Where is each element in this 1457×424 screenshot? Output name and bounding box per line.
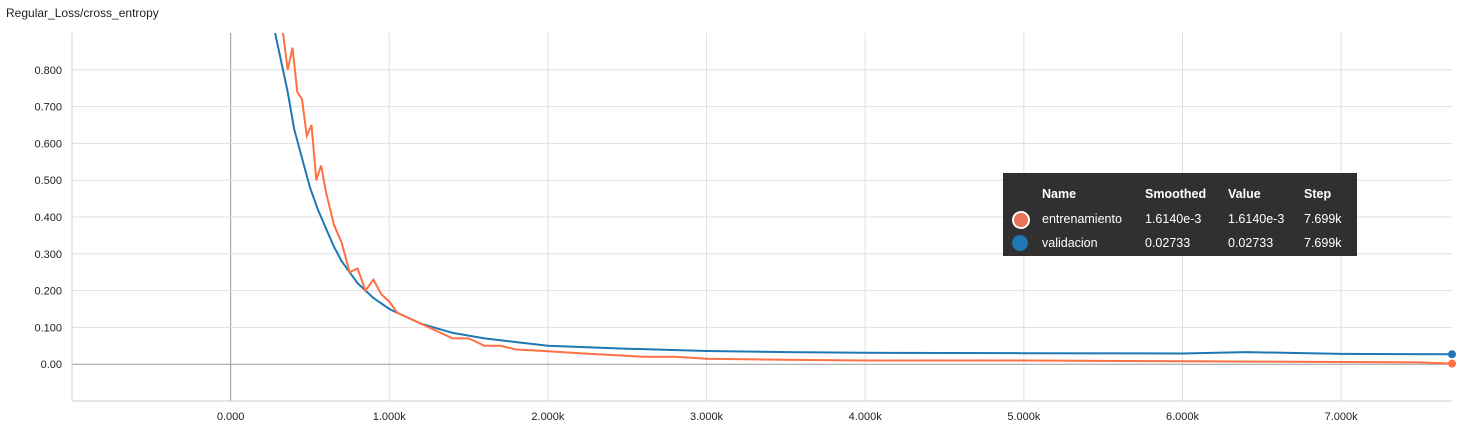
x-tick-label: 0.000 — [217, 411, 245, 423]
y-tick-label: 0.200 — [34, 286, 62, 298]
tooltip-header-smoothed: Smoothed — [1145, 187, 1207, 201]
series-color-dot — [1012, 211, 1030, 229]
y-tick-label: 0.700 — [34, 102, 62, 114]
y-tick-label: 0.300 — [34, 249, 62, 261]
tooltip-row-name: validacion — [1042, 236, 1098, 250]
tooltip-header-step: Step — [1304, 187, 1332, 201]
tooltip-row-value: 0.02733 — [1228, 236, 1274, 250]
tooltip-row-value: 1.6140e-3 — [1228, 212, 1285, 226]
x-tick-label: 3.000k — [690, 411, 724, 423]
chart-title: Regular_Loss/cross_entropy — [6, 6, 159, 20]
series-line-entrenamiento — [282, 32, 1453, 365]
tick-labels: 0.000 1.000k 2.000k 3.000k 4.000k 5.000k 6.000… — [34, 65, 1358, 423]
tooltip-row-step: 7.699k — [1304, 212, 1342, 226]
x-tick-label: 2.000k — [531, 411, 565, 423]
y-tick-label: 0.500 — [34, 175, 62, 187]
x-tick-label: 7.000k — [1325, 411, 1359, 423]
tooltip-row-name: entrenamiento — [1042, 212, 1122, 226]
y-tick-label: 0.600 — [34, 138, 62, 150]
series-color-dot — [1012, 235, 1028, 251]
x-tick-label: 1.000k — [373, 411, 407, 423]
x-tick-label: 4.000k — [849, 411, 883, 423]
x-tick-label: 5.000k — [1007, 411, 1041, 423]
y-tick-label: 0.400 — [34, 212, 62, 224]
tooltip-header-name: Name — [1042, 187, 1077, 201]
tooltip-row-smoothed: 0.02733 — [1145, 236, 1191, 250]
y-tick-label: 0.00 — [41, 359, 62, 371]
tooltip-row-step: 7.699k — [1304, 236, 1342, 250]
tooltip-header-value: Value — [1228, 187, 1261, 201]
series-endpoint-validacion — [1448, 350, 1456, 359]
series-lines — [274, 32, 1456, 368]
tooltip-row-smoothed: 1.6140e-3 — [1145, 212, 1202, 226]
y-tick-label: 0.100 — [34, 322, 62, 334]
x-tick-label: 6.000k — [1166, 411, 1200, 423]
series-endpoint-entrenamiento — [1448, 359, 1456, 368]
value-tooltip: Name Smoothed Value Step entrenamiento 1… — [1003, 173, 1357, 256]
y-tick-label: 0.800 — [34, 65, 62, 77]
axes — [71, 33, 1452, 402]
